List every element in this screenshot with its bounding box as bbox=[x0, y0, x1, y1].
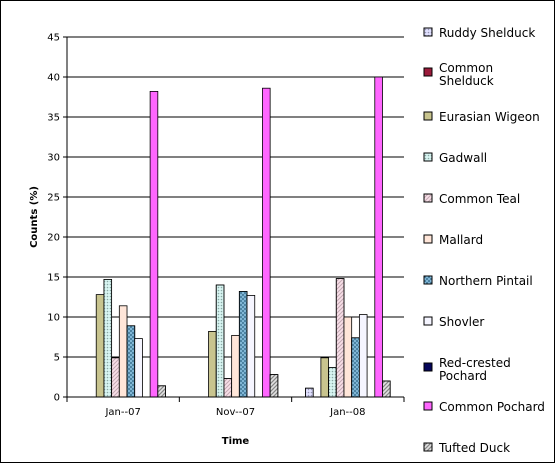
bar-tint bbox=[382, 380, 391, 398]
legend: Ruddy Shelduck Common Shelduck Eurasian Wig… bbox=[423, 26, 545, 455]
legend-label: Common Teal bbox=[439, 192, 520, 206]
bar bbox=[208, 330, 217, 398]
bar-tint bbox=[111, 357, 120, 398]
bar-tint bbox=[126, 325, 136, 398]
bar-tint bbox=[103, 278, 113, 398]
bar bbox=[149, 91, 159, 398]
bar-tint bbox=[238, 290, 248, 398]
x-axis-title: Time bbox=[222, 436, 250, 447]
bar-tint bbox=[223, 378, 233, 398]
gridlines bbox=[67, 36, 404, 358]
legend-swatch-tint bbox=[423, 152, 433, 162]
y-tick-label: 30 bbox=[47, 153, 60, 164]
bar bbox=[343, 316, 353, 398]
legend-label: Mallard bbox=[439, 233, 483, 247]
legend-label: Red-crested Pochard bbox=[439, 356, 511, 383]
legend-swatch bbox=[423, 362, 433, 372]
bar bbox=[118, 305, 128, 398]
y-tick-label: 20 bbox=[47, 233, 60, 244]
legend-label: Gadwall bbox=[439, 151, 487, 165]
bars bbox=[95, 76, 391, 398]
bar bbox=[358, 314, 368, 398]
bar bbox=[320, 357, 329, 398]
y-tick-label: 45 bbox=[47, 33, 60, 44]
y-tick-label: 25 bbox=[47, 193, 60, 204]
legend-swatch bbox=[423, 234, 433, 244]
tick-labels: 0 5 10 15 20 25 30 35 40 45 Jan--07 Nov--07 Jan--08 bbox=[47, 33, 365, 419]
bar-tint bbox=[335, 278, 345, 398]
legend-label: Eurasian Wigeon bbox=[439, 110, 540, 124]
legend-label: Ruddy Shelduck bbox=[439, 26, 535, 40]
x-tick-label: Nov--07 bbox=[216, 407, 255, 418]
bar-tint bbox=[351, 337, 360, 398]
bar-tint bbox=[328, 366, 337, 398]
bar bbox=[231, 334, 240, 398]
bar-tint bbox=[269, 374, 279, 398]
legend-label: Tufted Duck bbox=[438, 441, 510, 455]
y-tick-label: 40 bbox=[47, 73, 60, 84]
legend-swatch-tint bbox=[423, 275, 433, 285]
y-tick-label: 0 bbox=[54, 393, 60, 404]
bar bbox=[134, 338, 143, 398]
axes bbox=[63, 36, 405, 402]
bar bbox=[262, 87, 271, 398]
legend-label: Common Pochard bbox=[439, 400, 545, 414]
y-tick-label: 10 bbox=[47, 313, 60, 324]
x-tick-label: Jan--08 bbox=[329, 407, 365, 418]
legend-label: Northern Pintail bbox=[439, 274, 533, 288]
legend-swatch bbox=[423, 316, 433, 326]
legend-swatch bbox=[423, 67, 433, 77]
y-tick-label: 5 bbox=[54, 353, 60, 364]
y-tick-label: 35 bbox=[47, 113, 60, 124]
bar-tint bbox=[215, 284, 225, 398]
legend-label: Shovler bbox=[439, 315, 484, 329]
bar bbox=[95, 294, 105, 398]
legend-swatch-tint bbox=[423, 193, 433, 203]
legend-swatch bbox=[423, 401, 433, 411]
bar bbox=[374, 76, 383, 398]
legend-label: Common Shelduck bbox=[439, 61, 494, 88]
legend-swatch bbox=[423, 111, 433, 121]
x-tick-label: Jan--07 bbox=[104, 407, 140, 418]
bar bbox=[246, 294, 256, 398]
y-tick-label: 15 bbox=[47, 273, 60, 284]
y-axis-title: Counts (%) bbox=[29, 186, 40, 248]
legend-swatch-tint bbox=[423, 27, 433, 37]
bar-tint bbox=[305, 387, 314, 398]
bar-tint bbox=[157, 385, 166, 398]
legend-swatch-tint bbox=[423, 442, 433, 452]
